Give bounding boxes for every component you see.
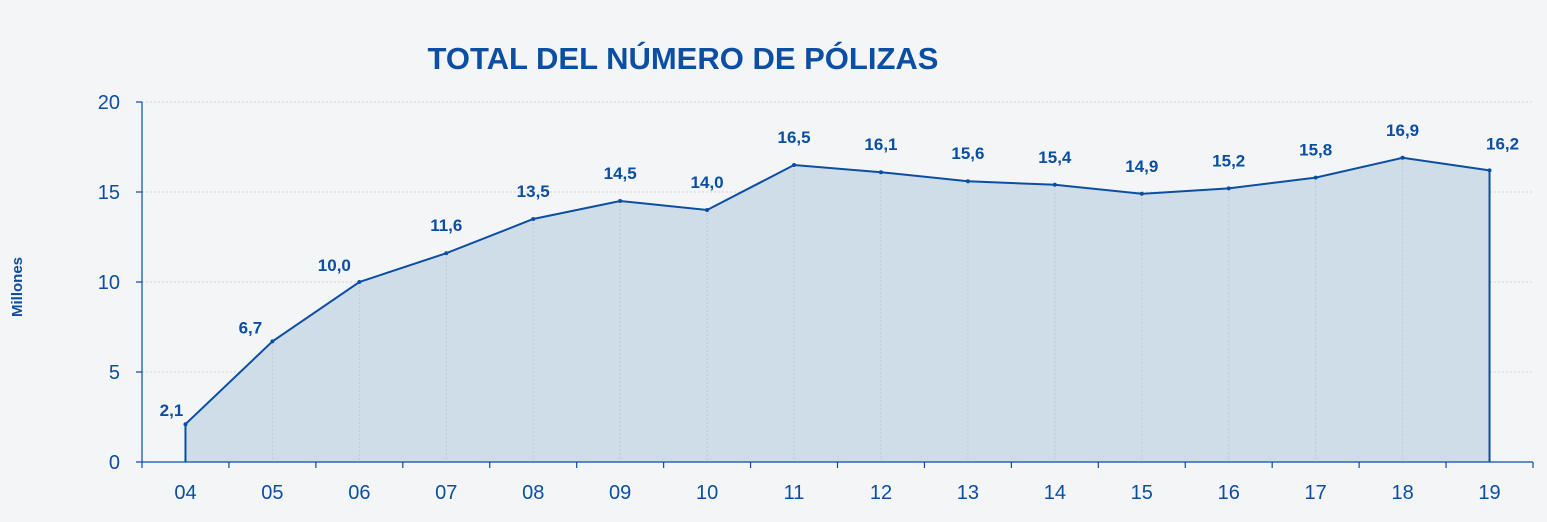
- data-point-04: [183, 422, 188, 427]
- y-tick-label-10: 10: [98, 272, 120, 294]
- chart-title: TOTAL DEL NÚMERO DE PÓLIZAS: [428, 40, 939, 76]
- x-tick-label-08: 08: [522, 482, 544, 504]
- data-label-06: 10,0: [318, 256, 351, 275]
- data-label-05: 6,7: [239, 318, 263, 337]
- x-tick-label-11: 11: [784, 482, 805, 504]
- x-tick-label-16: 16: [1218, 482, 1240, 504]
- data-point-11: [792, 163, 797, 167]
- data-point-06: [357, 280, 362, 284]
- y-tick-label-5: 5: [109, 362, 120, 384]
- data-labels: 2,1 6,7 10,0 11,6 13,5 14,5 14,0 16,5 16,1 15,6 15…: [160, 121, 1519, 420]
- data-point-14: [1052, 182, 1057, 187]
- data-point-12: [878, 170, 883, 175]
- x-tick-label-14: 14: [1044, 482, 1066, 504]
- y-tick-label-0: 0: [109, 452, 120, 474]
- data-label-08: 13,5: [517, 182, 550, 201]
- data-label-04: 2,1: [160, 401, 184, 420]
- x-tick-label-19: 19: [1478, 482, 1500, 504]
- area-fill: [185, 157, 1490, 463]
- data-label-12: 16,1: [864, 135, 897, 154]
- data-label-07: 11,6: [430, 216, 462, 235]
- x-tick-label-10: 10: [696, 482, 718, 504]
- x-tick-label-07: 07: [435, 482, 457, 504]
- x-tick-label-13: 13: [957, 482, 979, 504]
- data-label-14: 15,4: [1038, 148, 1072, 167]
- data-point-19: [1487, 168, 1492, 173]
- data-point-16: [1226, 186, 1231, 191]
- data-label-15: 14,9: [1125, 157, 1158, 176]
- data-point-17: [1313, 175, 1318, 180]
- data-label-11: 16,5: [777, 128, 810, 147]
- x-tick-label-04: 04: [174, 482, 196, 504]
- y-tick-label-20: 20: [98, 92, 120, 114]
- data-point-13: [965, 179, 970, 184]
- data-label-09: 14,5: [604, 164, 637, 183]
- data-label-17: 15,8: [1299, 141, 1332, 160]
- x-tick-label-09: 09: [609, 482, 631, 504]
- data-point-18: [1400, 155, 1405, 160]
- data-label-16: 15,2: [1212, 151, 1245, 170]
- data-point-08: [531, 217, 536, 221]
- data-label-19: 16,2: [1486, 134, 1519, 153]
- data-point-09: [618, 199, 623, 203]
- y-tick-label-15: 15: [98, 182, 120, 204]
- x-tick-label-12: 12: [870, 482, 892, 504]
- data-point-05: [270, 339, 275, 344]
- x-tick-label-15: 15: [1131, 482, 1153, 504]
- x-tick-label-06: 06: [348, 482, 370, 504]
- y-axis-label: Millones: [9, 257, 26, 317]
- x-tick-label-18: 18: [1391, 482, 1413, 504]
- x-tick-label-17: 17: [1305, 482, 1327, 504]
- data-label-10: 14,0: [691, 173, 724, 192]
- series-line: [184, 156, 1491, 462]
- data-point-15: [1139, 191, 1144, 196]
- data-label-13: 15,6: [951, 144, 984, 163]
- data-point-07: [444, 251, 449, 256]
- data-point-10: [705, 208, 710, 212]
- x-tick-label-05: 05: [261, 482, 283, 504]
- data-label-18: 16,9: [1386, 121, 1419, 140]
- area-series: [183, 155, 1492, 463]
